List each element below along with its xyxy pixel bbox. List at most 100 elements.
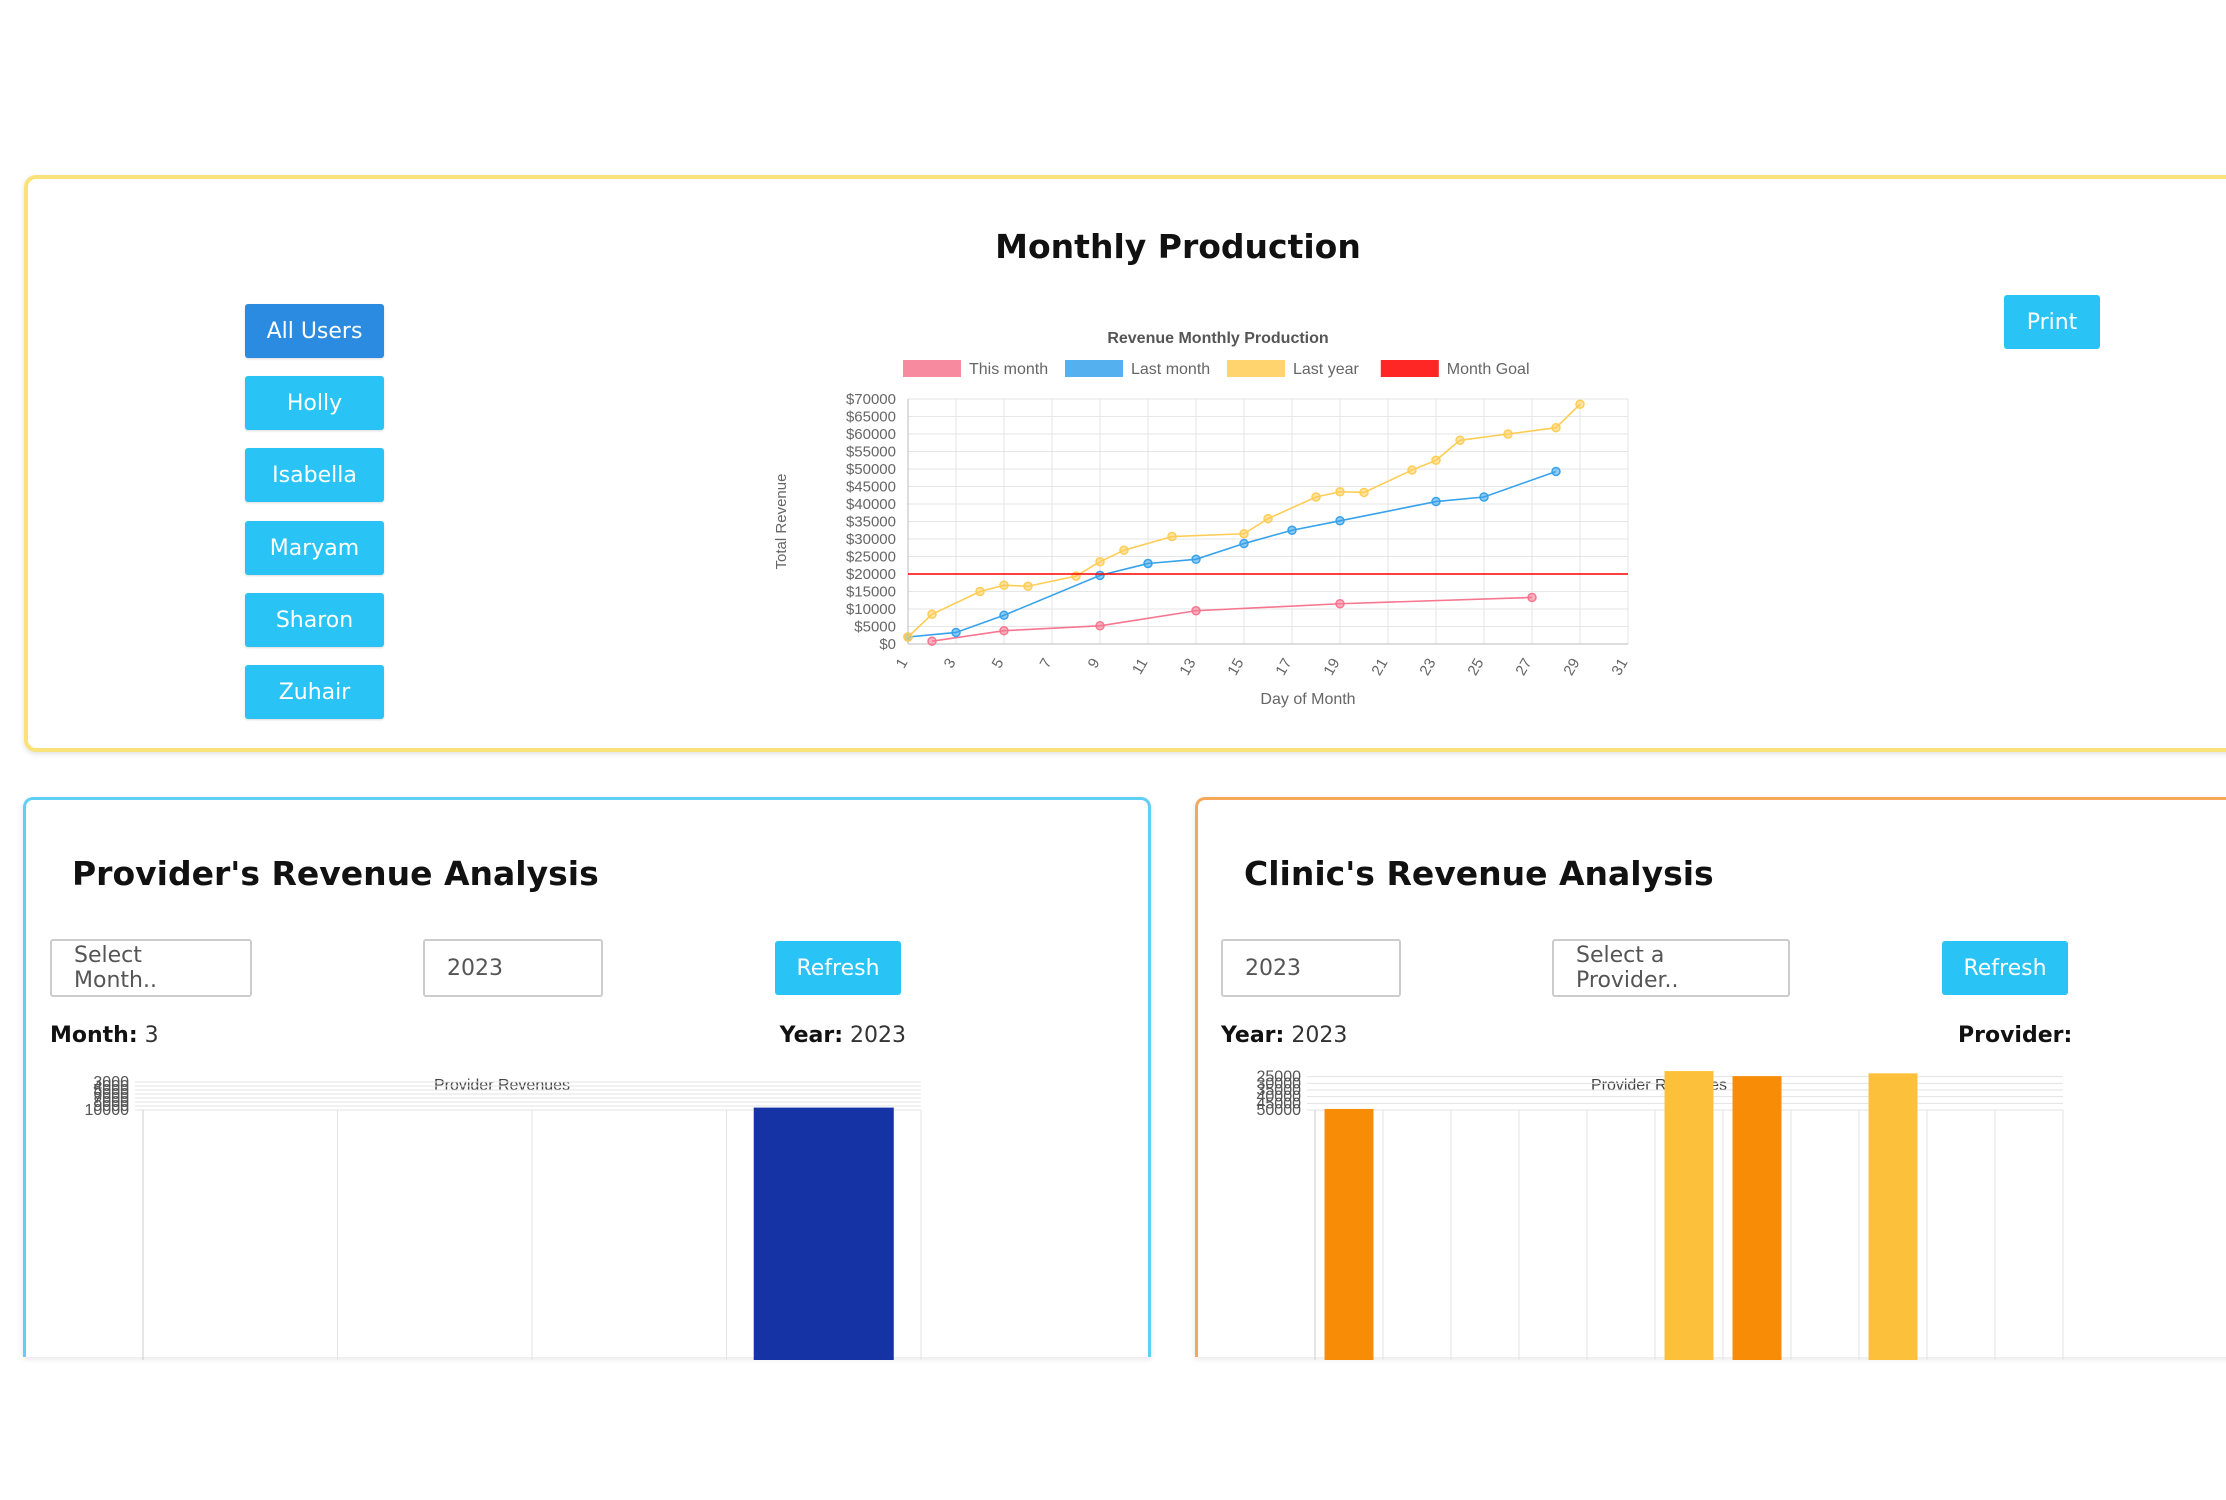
- y-tick-label: $30000: [846, 531, 896, 548]
- data-point-1: [1191, 554, 1201, 565]
- clinic-year-label: Year:: [1221, 1023, 1285, 1048]
- clinic-refresh-button[interactable]: Refresh: [1942, 941, 2068, 995]
- x-tick-label: 25: [1464, 656, 1487, 679]
- x-tick-label: 13: [1176, 656, 1199, 679]
- y-tick-label: 30000: [1257, 1075, 1302, 1092]
- y-tick-label: 35000: [1257, 1082, 1302, 1099]
- provider-revenue-bar-chart: Provider Revenues30004000500060007000800…: [85, 1074, 922, 1360]
- x-tick-label: 11: [1129, 656, 1152, 678]
- user-button-holly[interactable]: Holly: [245, 376, 384, 430]
- data-point-2: [1311, 492, 1321, 502]
- user-button-maryam[interactable]: Maryam: [245, 521, 384, 575]
- user-button-all-users[interactable]: All Users: [245, 304, 384, 358]
- y-tick-label: 8000: [93, 1094, 129, 1111]
- y-tick-label: 5000: [93, 1082, 129, 1099]
- x-tick-label: 21: [1368, 656, 1391, 679]
- data-point-2: [1095, 557, 1105, 567]
- clinic-year-info: Year: 2023: [1221, 1023, 1347, 1048]
- provider-year-info: Year: 2023: [780, 1023, 906, 1048]
- y-tick-label: $35000: [846, 514, 896, 531]
- data-point-2: [1455, 435, 1465, 446]
- monthly-production-title-text: Monthly Production: [995, 227, 1361, 266]
- legend-swatch-1: [1065, 360, 1123, 377]
- y-tick-label: 10000: [85, 1102, 130, 1119]
- clinic-year-input[interactable]: 2023: [1221, 939, 1401, 997]
- data-point-1: [999, 610, 1009, 621]
- data-point-1: [1335, 516, 1345, 526]
- data-point-2: [1119, 545, 1129, 555]
- data-point-2: [1431, 455, 1441, 465]
- clinic-revenue-title: Clinic's Revenue Analysis: [1244, 854, 1714, 893]
- y-tick-label: 40000: [1257, 1089, 1302, 1106]
- data-point-2: [903, 632, 913, 642]
- y-tick-label: 3000: [93, 1074, 129, 1091]
- y-tick-label: $5000: [854, 619, 896, 636]
- legend-label-2: Last year: [1293, 361, 1359, 378]
- print-button[interactable]: Print: [2004, 295, 2100, 349]
- user-button-zuhair[interactable]: Zuhair: [245, 665, 384, 719]
- x-tick-label: 7: [1037, 656, 1056, 672]
- x-tick-label: 3: [941, 656, 960, 672]
- bar-0: [1324, 1108, 1374, 1360]
- data-point-2: [1503, 429, 1513, 439]
- y-tick-label: $60000: [846, 426, 896, 443]
- legend-label-1: Last month: [1131, 361, 1210, 378]
- data-point-2: [1551, 422, 1561, 433]
- y-axis-label: Total Revenue: [773, 474, 790, 570]
- legend-label-3: Month Goal: [1447, 361, 1530, 378]
- y-tick-label: 7000: [93, 1090, 129, 1107]
- clinic-revenue-panel: Clinic's Revenue Analysis 2023 Select a …: [1195, 797, 2226, 1360]
- data-point-2: [1023, 581, 1033, 591]
- select-provider-dropdown[interactable]: Select a Provider..: [1552, 939, 1790, 997]
- provider-year-display: 2023: [850, 1023, 906, 1048]
- legend-swatch-3: [1380, 360, 1439, 377]
- x-tick-label: 19: [1320, 656, 1343, 679]
- data-point-1: [1095, 570, 1105, 581]
- clinic-year-display: 2023: [1291, 1023, 1348, 1048]
- data-point-2: [1239, 529, 1249, 539]
- select-month-dropdown[interactable]: Select Month..: [50, 939, 252, 997]
- clinic-revenue-bar-chart: Provider Revenues25000300003500040000450…: [1257, 1070, 2064, 1360]
- user-button-isabella[interactable]: Isabella: [245, 448, 384, 502]
- x-tick-label: 5: [989, 656, 1008, 672]
- x-tick-label: 23: [1416, 656, 1439, 679]
- y-tick-label: $15000: [846, 584, 896, 601]
- y-tick-label: 9000: [93, 1098, 129, 1115]
- select-month-placeholder: Select Month..: [74, 943, 157, 993]
- x-tick-label: 29: [1560, 656, 1583, 679]
- y-tick-label: $50000: [846, 461, 896, 478]
- data-point-1: [1479, 492, 1489, 502]
- bar-3: [753, 1107, 894, 1360]
- bar-8: [1868, 1073, 1918, 1360]
- data-point-1: [1551, 466, 1561, 477]
- clinic-provider-label: Provider:: [1958, 1023, 2073, 1048]
- y-tick-label: $25000: [846, 549, 896, 566]
- y-tick-label: 6000: [93, 1086, 129, 1103]
- x-tick-label: 31: [1608, 656, 1631, 679]
- y-tick-label: 45000: [1257, 1095, 1302, 1112]
- x-tick-label: 9: [1085, 656, 1104, 672]
- x-tick-label: 27: [1512, 656, 1535, 679]
- data-point-2: [1575, 399, 1585, 409]
- provider-year-input[interactable]: 2023: [423, 939, 603, 997]
- data-point-2: [1335, 487, 1345, 497]
- data-point-2: [927, 609, 937, 619]
- data-point-2: [999, 580, 1009, 590]
- clinic-year-value: 2023: [1245, 955, 1301, 981]
- data-point-1: [951, 627, 961, 638]
- x-tick-label: 1: [893, 656, 912, 672]
- y-tick-label: $10000: [846, 601, 896, 618]
- data-point-2: [975, 586, 985, 597]
- x-axis-label: Day of Month: [1260, 691, 1355, 708]
- data-point-2: [1167, 531, 1177, 542]
- x-tick-label: 17: [1272, 656, 1295, 679]
- provider-month-info: Month: 3: [50, 1023, 159, 1048]
- provider-refresh-button[interactable]: Refresh: [775, 941, 901, 995]
- monthly-revenue-line-chart: Revenue Monthly Production This month Last…: [773, 330, 1631, 708]
- y-tick-label: 50000: [1257, 1102, 1302, 1119]
- x-tick-label: 15: [1224, 656, 1247, 679]
- user-button-sharon[interactable]: Sharon: [245, 593, 384, 647]
- y-tick-label: $65000: [846, 409, 896, 426]
- data-point-1: [1287, 525, 1297, 535]
- select-provider-placeholder: Select a Provider..: [1576, 943, 1679, 993]
